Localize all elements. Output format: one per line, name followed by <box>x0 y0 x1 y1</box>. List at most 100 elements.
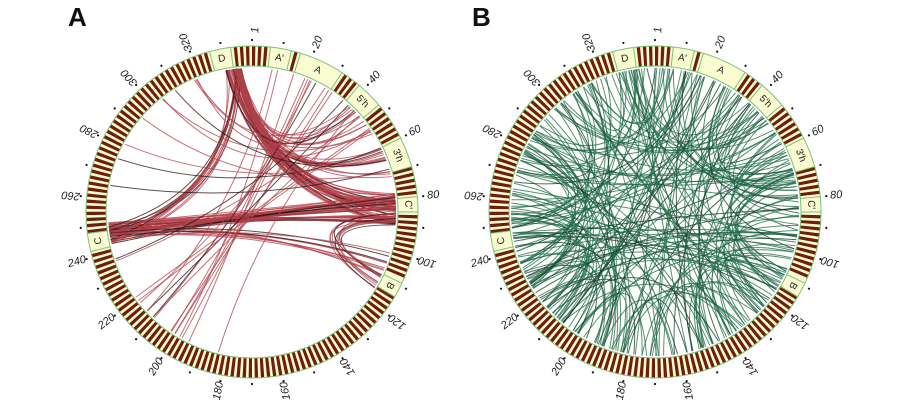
ring-stripe <box>799 230 820 237</box>
ring-stripe <box>146 325 162 343</box>
ring-stripe <box>795 166 816 175</box>
link <box>511 117 765 229</box>
region-boundary <box>397 196 418 200</box>
ring-stripe <box>135 91 152 108</box>
ring-stripe <box>636 46 642 67</box>
region-label: B <box>383 280 396 291</box>
ring-stripe <box>491 181 512 188</box>
link <box>646 68 800 214</box>
ring-stripe <box>342 81 358 99</box>
ring-stripe <box>788 267 809 278</box>
link <box>517 167 794 186</box>
link <box>575 91 760 313</box>
ring-stripe <box>98 146 119 157</box>
ideogram-ring: D A'A5'h3'hC'BC12040608010012014016018020… <box>60 27 441 400</box>
link <box>512 188 798 237</box>
link <box>232 69 357 144</box>
tick-dot <box>422 226 425 229</box>
region-boundary <box>697 53 704 73</box>
ring-stripe <box>572 66 586 86</box>
ring-stripe <box>344 323 360 341</box>
ideogram-ring: D A'A5'h3'hC'BC12040608010012014016018020… <box>463 27 844 400</box>
panel-a: D A'A5'h3'hC'BC12040608010012014016018020… <box>60 27 441 400</box>
region-label: C' <box>402 200 413 210</box>
link <box>513 208 799 242</box>
link <box>590 69 675 125</box>
ring-stripe <box>275 355 283 376</box>
tick-label: 180 <box>211 380 226 400</box>
tick-dot <box>96 134 100 137</box>
tick-dot <box>622 41 625 45</box>
ring-stripe <box>694 351 704 372</box>
region-boundary <box>800 196 821 200</box>
tick-label: 240 <box>469 253 492 270</box>
ring-stripe <box>339 326 355 345</box>
region-label: D <box>217 53 226 65</box>
ring-stripe <box>769 299 788 315</box>
ring-stripe <box>101 274 122 286</box>
ring-stripe <box>586 344 598 365</box>
ring-stripe <box>371 116 390 131</box>
ring-stripe <box>270 356 277 377</box>
ring-stripe <box>377 127 397 141</box>
link <box>726 258 785 310</box>
ring-stripe <box>96 151 116 162</box>
ring-stripe <box>355 312 373 329</box>
tick-label: 260 <box>463 188 484 202</box>
ring-stripe <box>131 95 149 112</box>
link <box>698 132 776 348</box>
link <box>589 83 746 325</box>
tick-dot <box>313 50 316 53</box>
ring-stripe <box>489 193 510 199</box>
link <box>708 85 795 250</box>
ring-stripe <box>335 330 350 349</box>
region-boundary <box>490 230 511 234</box>
tick-dot <box>113 314 116 317</box>
ring-stripe <box>755 316 772 333</box>
ring-stripe <box>633 356 639 377</box>
ring-stripe <box>538 91 555 108</box>
ring-stripe <box>389 257 410 267</box>
region-label: C <box>496 236 508 245</box>
ring-stripe <box>144 83 160 101</box>
link <box>162 98 371 159</box>
ring-stripe <box>742 326 758 345</box>
link <box>124 143 385 174</box>
tick-dot <box>563 64 566 67</box>
ring-stripe <box>233 46 239 67</box>
ring-stripe <box>512 124 532 138</box>
region-boundary <box>90 246 111 252</box>
tick-dot <box>96 287 100 290</box>
ring-stripe <box>218 354 226 376</box>
link <box>668 68 797 189</box>
link <box>601 68 669 347</box>
ring-stripe <box>330 333 345 352</box>
ring-stripe <box>259 357 265 378</box>
tick-dot <box>685 41 688 45</box>
ring-stripe <box>110 288 130 302</box>
tick-dot <box>516 107 519 110</box>
ring-stripe <box>129 310 146 327</box>
tick-dot <box>282 41 285 45</box>
link <box>109 228 390 257</box>
ring-stripe <box>86 217 107 222</box>
ring-stripe <box>745 81 761 99</box>
link <box>110 232 391 254</box>
ring-stripe <box>499 151 519 162</box>
link <box>539 125 627 353</box>
ring-stripe <box>738 330 753 349</box>
ring-stripe <box>396 230 417 237</box>
tick-dot <box>488 163 491 167</box>
ring-stripe <box>559 331 574 350</box>
region-boundary <box>377 286 395 298</box>
region-boundary <box>733 72 746 90</box>
link <box>597 71 687 345</box>
ring-stripe <box>186 58 198 78</box>
link <box>334 218 396 289</box>
link <box>110 234 384 271</box>
ring-stripe <box>800 225 821 231</box>
ring-stripe <box>534 95 552 112</box>
ring-stripe <box>783 132 803 145</box>
link <box>109 68 240 237</box>
